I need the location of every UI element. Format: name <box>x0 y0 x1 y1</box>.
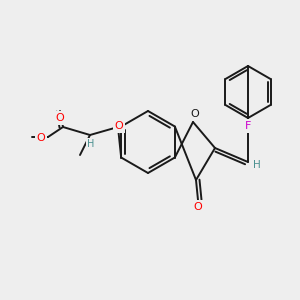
Text: O: O <box>115 121 123 131</box>
Text: O: O <box>37 133 45 143</box>
Text: O: O <box>56 113 64 123</box>
Text: O: O <box>194 202 202 212</box>
Text: O: O <box>190 109 200 119</box>
Text: F: F <box>245 121 251 131</box>
Text: H: H <box>253 160 261 170</box>
Text: H: H <box>87 139 95 149</box>
